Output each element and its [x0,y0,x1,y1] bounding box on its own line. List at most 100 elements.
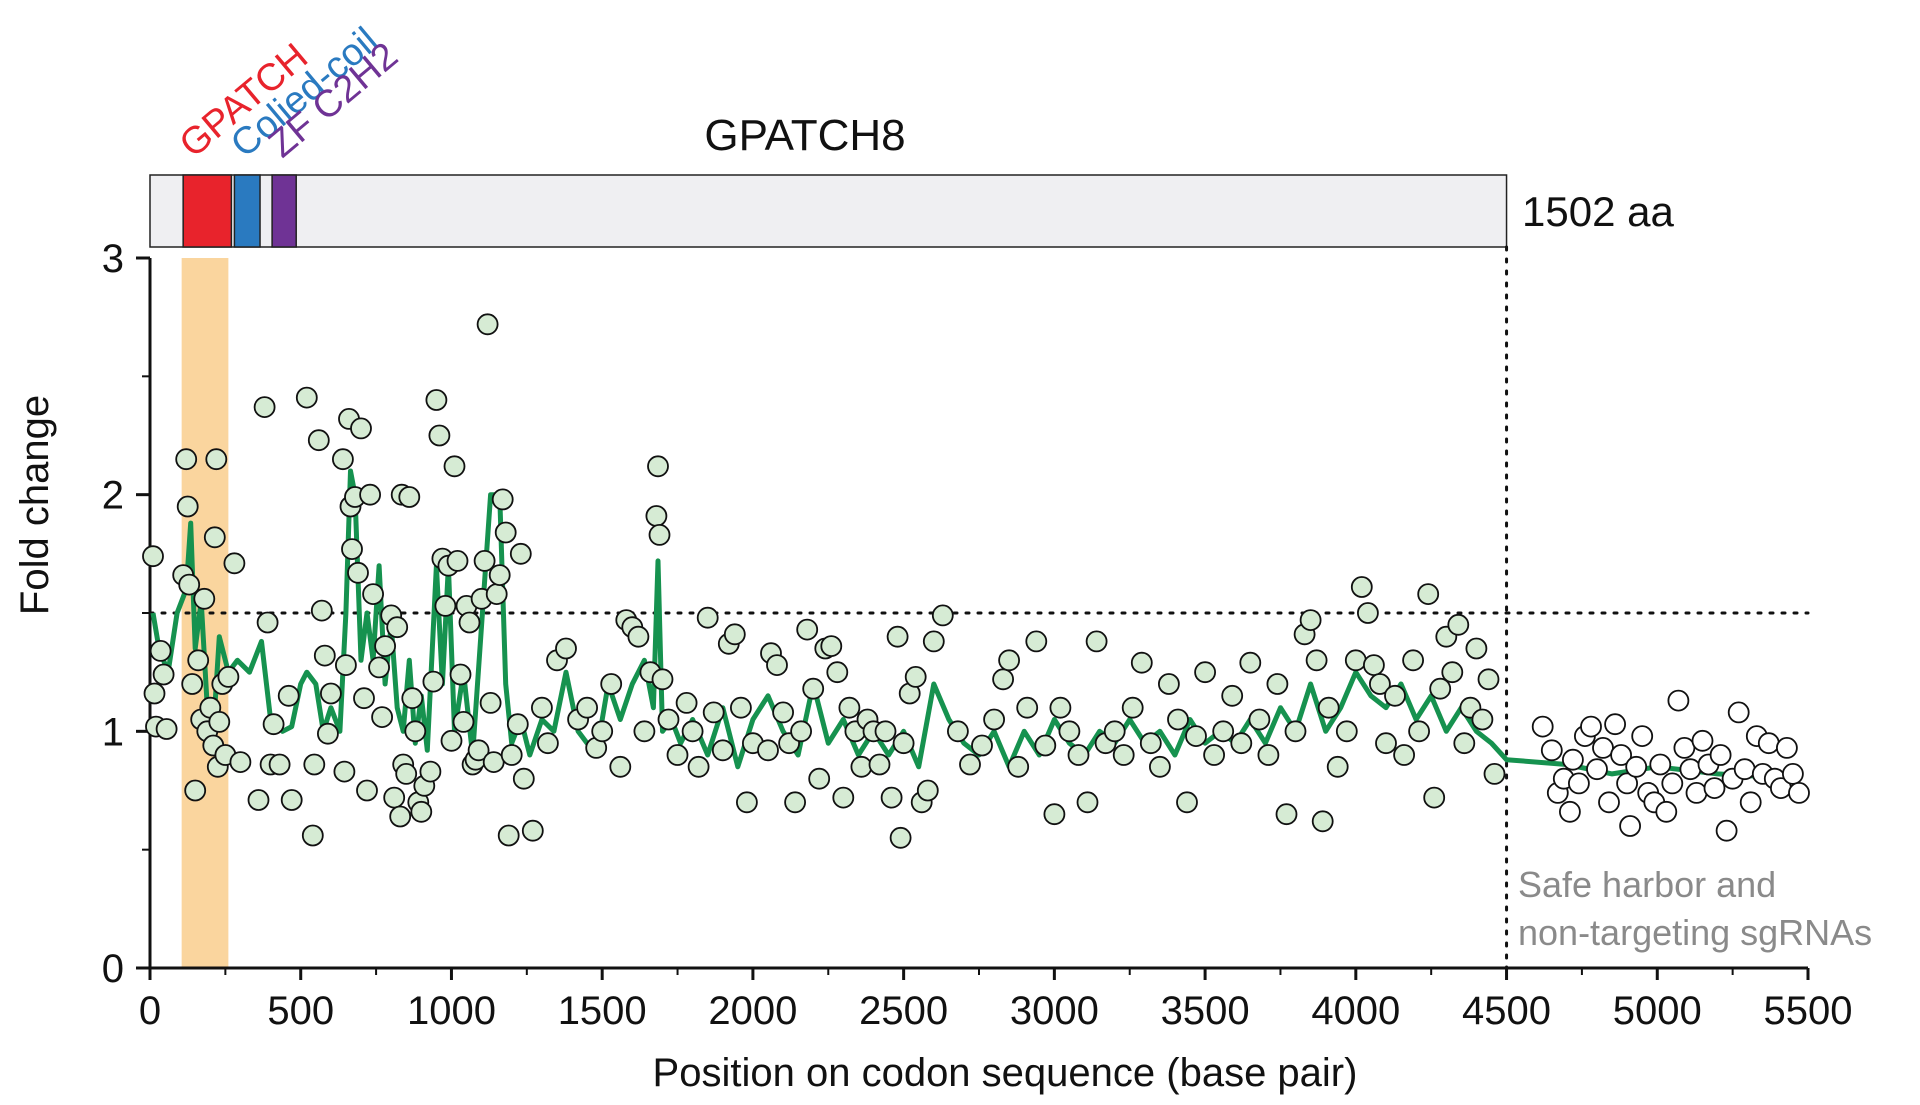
sgRNA-point-95 [488,564,511,586]
control-note-line2: non-targeting sgRNAs [1518,912,1872,953]
sgRNA-point-34 [280,789,303,811]
control-note-line1: Safe harbor and [1518,864,1776,905]
sgRNA-point-103 [521,819,544,842]
sgRNA-point-68 [404,720,427,743]
control-point-16 [1625,755,1648,778]
sgRNA-point-88 [467,739,490,762]
sgRNA-point-139 [772,701,794,724]
x-tick-label-0: 0 [139,989,161,1033]
sgRNA-point-124 [666,744,689,766]
sgRNA-point-179 [1058,720,1081,743]
control-point-14 [1616,772,1638,795]
sgRNA-point-77 [434,595,457,617]
control-point-10 [1592,737,1614,759]
sgRNA-point-147 [820,635,843,657]
sgRNA-point-195 [1203,744,1225,766]
sgRNA-point-156 [874,720,897,743]
sgRNA-point-188 [1139,732,1162,755]
sgRNA-point-72 [419,760,442,783]
sgRNA-point-65 [395,763,418,785]
sgRNA-point-208 [1311,810,1334,833]
sgRNA-point-142 [790,720,812,743]
sgRNA-point-94 [485,583,508,605]
sgRNA-point-8 [176,495,199,518]
sgRNA-point-98 [497,824,520,847]
sgRNA-point-198 [1230,732,1253,755]
sgRNA-point-21 [208,711,231,733]
y-tick-label-2: 2 [102,474,124,518]
domain-block-0 [182,174,233,248]
sgRNA-point-157 [880,786,903,809]
sgRNA-point-203 [1275,803,1298,826]
control-point-25 [1679,758,1702,781]
control-point-43 [1788,782,1810,804]
sgRNA-point-12 [187,649,210,672]
sgRNA-point-231 [1471,708,1494,731]
sgRNA-point-170 [983,708,1005,731]
sgRNA-point-182 [1085,630,1108,653]
sgRNA-point-101 [509,542,532,565]
sgRNA-point-40 [313,644,336,667]
sgRNA-point-130 [711,739,734,762]
sgRNA-point-50 [347,561,369,584]
sgRNA-point-178 [1049,696,1072,719]
x-tick-label-7: 3500 [1161,989,1250,1033]
control-point-31 [1715,819,1738,842]
sgRNA-point-215 [1363,654,1385,676]
sgRNA-point-25 [223,552,246,575]
sgRNA-point-201 [1257,744,1280,766]
control-point-8 [1580,715,1602,738]
control-point-5 [1562,748,1584,771]
sgRNA-point-206 [1299,609,1322,631]
control-point-13 [1610,744,1632,766]
control-point-21 [1655,800,1678,823]
sgRNA-point-74 [425,389,448,411]
sgRNA-point-218 [1384,684,1406,707]
sgRNA-point-92 [479,692,502,714]
sgRNA-point-82 [449,663,472,686]
sgRNA-point-177 [1043,803,1066,826]
sgRNA-point-48 [341,538,363,560]
sgRNA-point-19 [205,448,228,471]
sgRNA-point-104 [531,696,553,719]
control-point-38 [1757,732,1780,755]
sgRNA-point-9 [178,573,201,596]
sgRNA-point-122 [651,668,674,691]
domain-block-1 [233,174,261,248]
sgRNA-point-227 [1447,613,1470,636]
sgRNA-point-24 [217,666,240,688]
sgRNA-point-125 [675,692,698,714]
sgRNA-point-150 [838,696,861,719]
sgRNA-point-210 [1326,755,1349,778]
sgRNA-point-133 [730,696,752,719]
sgRNA-point-31 [262,713,285,736]
y-tick-label-0: 0 [102,947,124,991]
sgRNA-point-10 [181,673,204,695]
x-tick-label-11: 5500 [1764,989,1853,1033]
sgRNA-point-55 [362,583,385,605]
y-tick-label-1: 1 [102,710,124,754]
sgRNA-point-62 [389,805,412,828]
control-point-4 [1559,800,1581,823]
sgRNA-point-102 [512,767,535,790]
sgRNA-point-207 [1305,649,1328,672]
sgRNA-point-197 [1221,684,1244,707]
sgRNA-point-57 [371,706,394,728]
sgRNA-point-233 [1483,763,1506,785]
control-point-23 [1667,689,1690,712]
sgRNA-point-100 [506,713,529,736]
x-tick-label-8: 4000 [1311,989,1400,1033]
sgRNA-point-112 [600,673,623,695]
sgRNA-point-158 [886,625,909,648]
sgRNA-point-1 [143,682,166,705]
sgRNA-point-186 [1121,696,1144,719]
sgRNA-point-113 [609,755,632,778]
sgRNA-point-228 [1453,732,1476,755]
x-tick-label-4: 2000 [708,989,797,1033]
sgRNA-point-32 [268,753,291,776]
sgRNA-point-85 [458,611,481,634]
sgRNA-point-45 [334,654,357,676]
sgRNA-point-61 [386,616,409,639]
sgRNA-point-211 [1335,720,1358,743]
sgRNA-point-155 [868,753,891,776]
